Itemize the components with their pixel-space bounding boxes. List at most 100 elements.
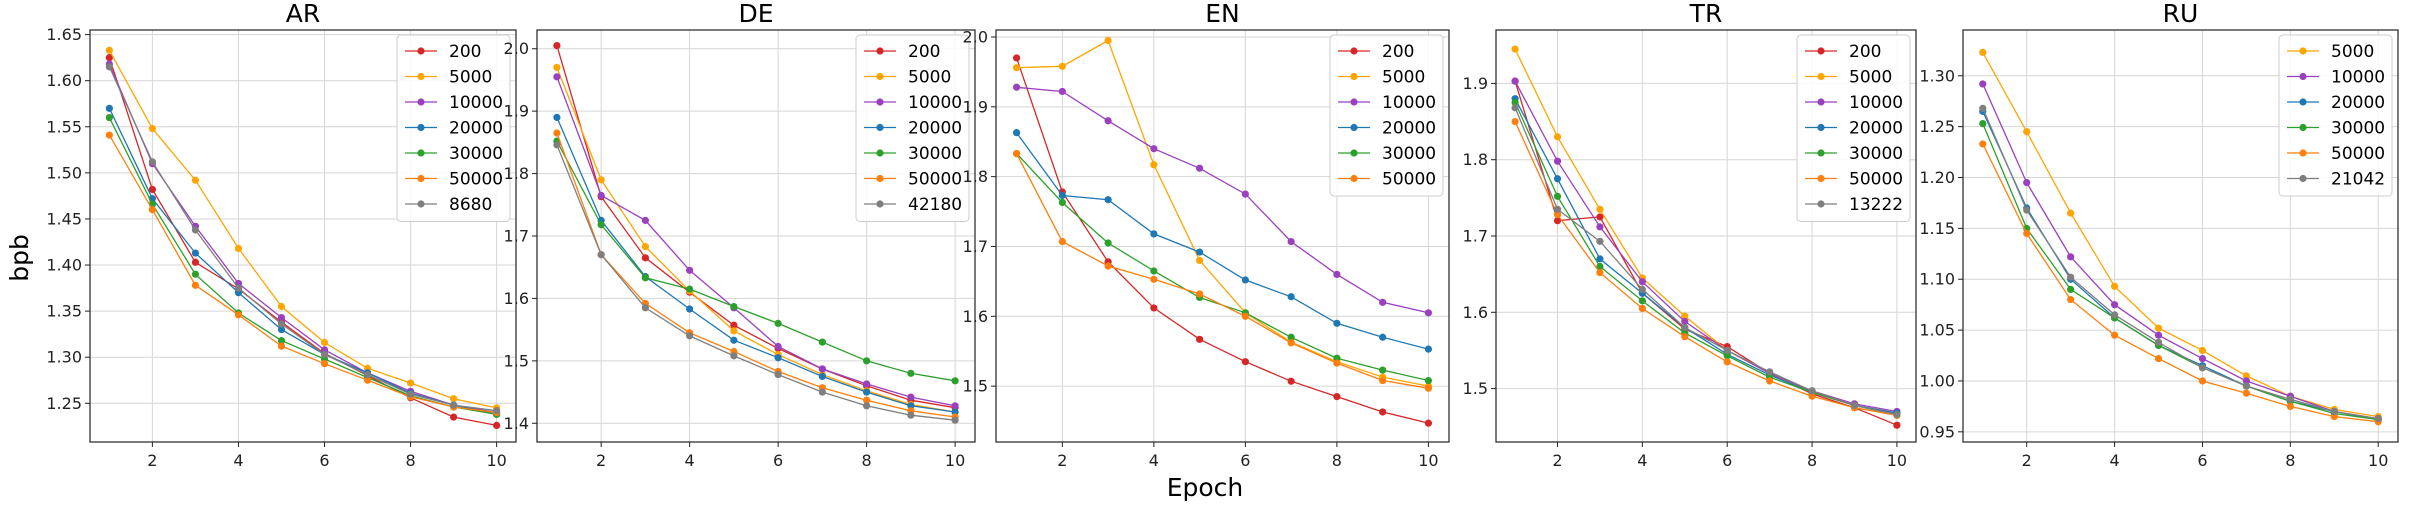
legend-label: 30000 xyxy=(2331,119,2385,139)
data-point xyxy=(1241,190,1249,198)
data-point xyxy=(597,176,605,184)
y-tick-label: 1.9 xyxy=(1463,74,1488,93)
data-point xyxy=(2330,407,2338,416)
data-point xyxy=(2198,377,2207,385)
data-point xyxy=(1058,87,1066,96)
legend-label: 30000 xyxy=(449,144,503,164)
series-13222 xyxy=(1511,104,1901,419)
data-point xyxy=(320,338,329,347)
series-10000 xyxy=(1012,83,1433,317)
y-tick-label: 1.05 xyxy=(1919,321,1955,340)
y-tick-label: 1.8 xyxy=(963,167,988,186)
data-point xyxy=(1012,64,1021,72)
data-point xyxy=(1596,205,1604,213)
series-line xyxy=(1514,80,1898,413)
data-point xyxy=(191,226,200,234)
y-tick-label: 1.40 xyxy=(46,256,82,275)
data-point xyxy=(1424,419,1433,427)
data-point xyxy=(191,281,200,289)
data-point xyxy=(553,73,561,81)
data-point xyxy=(1104,262,1112,270)
data-point xyxy=(105,104,113,112)
data-point xyxy=(1287,377,1295,385)
data-point xyxy=(105,46,113,54)
series-line xyxy=(556,45,956,409)
legend-marker xyxy=(417,123,425,132)
series-line xyxy=(556,132,956,418)
data-point xyxy=(553,141,561,149)
data-point xyxy=(1596,237,1604,245)
data-point xyxy=(234,311,243,319)
data-point xyxy=(105,54,113,62)
legend-marker xyxy=(876,123,884,132)
data-point xyxy=(1333,319,1341,327)
panel-ar: 1.25 1.30 1.35 1.40 1.45 1.50 1.55 1.60 1.65 2 4 6 8… xyxy=(46,0,517,470)
y-tick-label: 1.6 xyxy=(963,307,988,326)
data-point xyxy=(1287,293,1295,301)
y-tick-label: 0.95 xyxy=(1919,422,1955,441)
series-line xyxy=(556,76,956,407)
data-point xyxy=(1511,117,1519,126)
data-point xyxy=(730,327,738,335)
data-point xyxy=(1893,410,1901,419)
data-point xyxy=(2067,295,2075,304)
legend-label: 20000 xyxy=(1382,119,1436,139)
y-tick-label: 1.8 xyxy=(1463,150,1488,169)
data-point xyxy=(774,370,782,379)
y-tick-label: 1.4 xyxy=(504,414,529,433)
data-point xyxy=(2242,389,2251,397)
y-tick-label: 1.15 xyxy=(1919,219,1955,238)
data-point xyxy=(2067,285,2075,294)
data-point xyxy=(1196,335,1204,343)
plot-frame xyxy=(1495,29,1917,443)
data-point xyxy=(2110,311,2119,319)
data-point xyxy=(1150,267,1158,275)
legend-label: 5000 xyxy=(449,68,492,88)
legend-marker xyxy=(1350,174,1358,183)
data-point xyxy=(148,185,156,194)
y-tick-label: 1.25 xyxy=(46,394,82,413)
data-point xyxy=(1979,119,1987,128)
series-5000 xyxy=(105,46,501,412)
series-line xyxy=(1015,57,1429,424)
data-point xyxy=(493,407,501,415)
y-tick-label: 1.9 xyxy=(963,97,988,116)
x-tick-label: 2 xyxy=(1057,451,1067,470)
y-tick-label: 1.9 xyxy=(504,102,529,121)
data-point xyxy=(406,390,415,398)
series-line xyxy=(1982,123,2379,421)
data-point xyxy=(686,332,694,340)
data-point xyxy=(1104,239,1112,247)
data-point xyxy=(2286,395,2294,403)
data-point xyxy=(951,377,959,385)
data-point xyxy=(234,244,243,253)
x-tick-label: 2 xyxy=(2022,451,2032,470)
y-tick-label: 1.25 xyxy=(1919,117,1955,136)
x-tick-label: 6 xyxy=(319,451,329,470)
data-point xyxy=(1104,117,1112,125)
data-point xyxy=(2110,301,2119,309)
data-point xyxy=(553,63,561,72)
y-tick-label: 1.45 xyxy=(46,209,82,228)
data-point xyxy=(1012,54,1021,62)
data-point xyxy=(907,393,915,401)
data-point xyxy=(1287,339,1295,347)
legend-label: 200 xyxy=(908,42,940,62)
series-line xyxy=(108,66,497,412)
x-tick-label: 4 xyxy=(1149,451,1159,470)
data-point xyxy=(2067,273,2075,281)
panel-title: DE xyxy=(738,0,773,28)
y-tick-label: 1.65 xyxy=(46,25,82,44)
panel-title: RU xyxy=(2163,0,2199,28)
legend-frame xyxy=(396,34,511,222)
y-tick-label: 1.7 xyxy=(504,227,529,246)
data-point xyxy=(363,376,372,384)
data-point xyxy=(686,305,694,313)
data-point xyxy=(1424,384,1433,392)
data-point xyxy=(1241,276,1249,284)
x-tick-label: 10 xyxy=(1418,451,1438,470)
y-axis-label: bpb xyxy=(5,234,34,282)
data-point xyxy=(363,371,372,379)
data-point xyxy=(1553,217,1562,225)
